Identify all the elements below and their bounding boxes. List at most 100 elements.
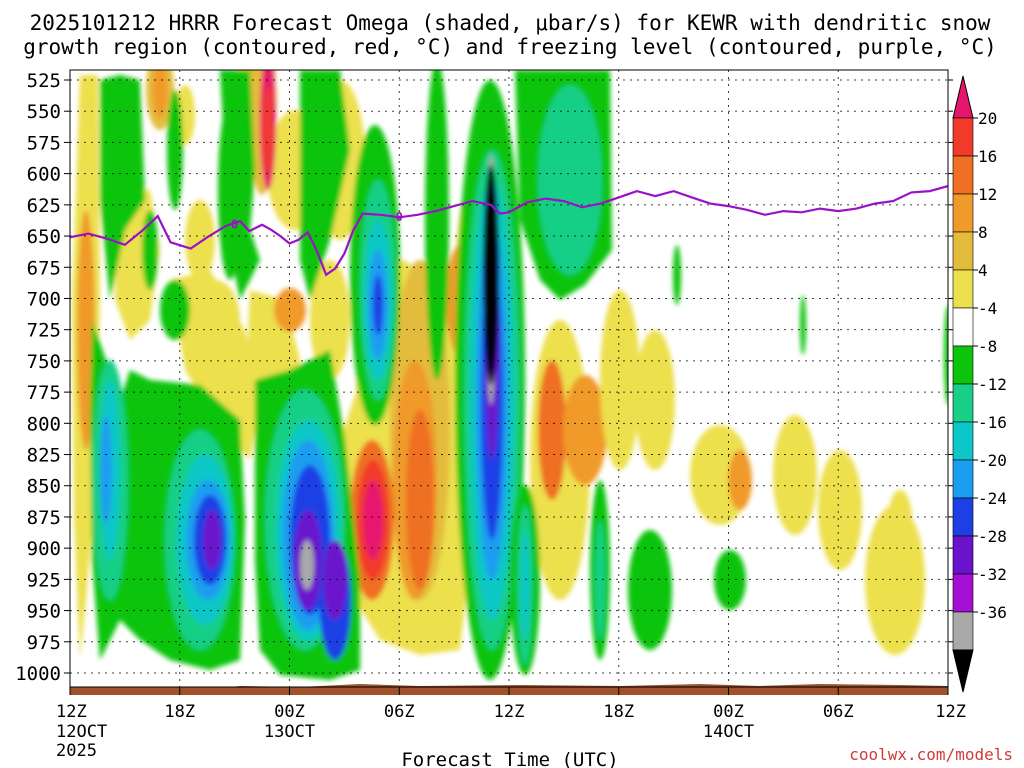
- colorbar-swatch: [952, 231, 974, 271]
- colorbar-label: -24: [978, 489, 1007, 508]
- colorbar-label: 8: [978, 223, 988, 242]
- omega-cell: [714, 550, 746, 610]
- chart-title-line1: 2025101212 HRRR Forecast Omega (shaded, …: [30, 11, 991, 35]
- freezing-level-label: 0: [396, 210, 403, 224]
- omega-cell: [185, 200, 215, 280]
- colorbar-label: -20: [978, 451, 1007, 470]
- colorbar-label: -8: [978, 337, 997, 356]
- omega-cell: [406, 410, 434, 590]
- colorbar-swatch: [952, 117, 974, 157]
- y-tick-label: 1000: [15, 663, 61, 685]
- colorbar-swatch: [952, 345, 974, 385]
- freezing-level-label: 0: [231, 218, 238, 232]
- y-tick-label: 575: [27, 132, 61, 154]
- omega-cell: [542, 100, 578, 220]
- y-tick-label: 750: [27, 351, 61, 373]
- x-tick-year: 2025: [56, 741, 97, 761]
- omega-cell: [363, 480, 383, 560]
- y-tick-label: 600: [27, 164, 61, 186]
- colorbar: 20 16 12 8 4 -4 -8 -12 -16 -20 -24 -28 -32 -36: [952, 75, 1007, 693]
- omega-cell: [160, 280, 190, 340]
- y-tick-label: 850: [27, 476, 61, 498]
- colorbar-swatch: [952, 269, 974, 309]
- omega-cell: [263, 85, 273, 175]
- x-tick-label: 18Z: [603, 702, 634, 722]
- y-tick-label: 975: [27, 632, 61, 654]
- x-tick-date: 13OCT: [264, 722, 315, 742]
- omega-cell: [483, 165, 499, 385]
- x-tick-label: 00Z: [274, 702, 305, 722]
- colorbar-swatch: [952, 459, 974, 499]
- omega-cell: [142, 210, 158, 290]
- y-tick-label: 700: [27, 288, 61, 310]
- freezing-level-line: [70, 185, 948, 277]
- colorbar-label: -36: [978, 603, 1007, 622]
- omega-cell: [153, 70, 167, 118]
- freezing-level-contour: 00: [70, 185, 948, 277]
- y-tick-label: 775: [27, 382, 61, 404]
- omega-cell: [220, 70, 260, 300]
- omega-cell: [203, 510, 221, 570]
- colorbar-label: -12: [978, 375, 1007, 394]
- x-tick-date: 14OCT: [703, 722, 754, 742]
- x-tick-date: 12OCT: [56, 722, 107, 742]
- omega-cell: [190, 280, 240, 360]
- colorbar-label: -4: [978, 299, 997, 318]
- colorbar-swatch: [952, 535, 974, 575]
- omega-cell: [323, 540, 347, 620]
- omega-cell: [100, 415, 112, 525]
- y-tick-label: 550: [27, 101, 61, 123]
- colorbar-label: -16: [978, 413, 1007, 432]
- omega-cell: [100, 75, 145, 300]
- omega-cell: [818, 450, 862, 570]
- omega-cell: [310, 260, 350, 380]
- y-tick-label: 950: [27, 601, 61, 623]
- y-tick-label: 925: [27, 569, 61, 591]
- colorbar-swatch: [952, 307, 974, 347]
- omega-cell: [800, 295, 806, 355]
- x-tick-label: 06Z: [384, 702, 415, 722]
- colorbar-label: -32: [978, 565, 1007, 584]
- omega-cell: [865, 505, 925, 655]
- colorbar-swatch: [952, 193, 974, 233]
- colorbar-swatch: [952, 383, 974, 423]
- omega-cell: [300, 540, 314, 590]
- colorbar-label: 12: [978, 185, 997, 204]
- omega-cell: [635, 330, 675, 470]
- colorbar-swatch: [952, 611, 974, 651]
- colorbar-label: 4: [978, 261, 988, 280]
- omega-cell: [595, 520, 605, 640]
- x-tick-label: 12Z: [935, 702, 966, 722]
- x-tick-label: 12Z: [56, 702, 87, 722]
- chart-title-line2: growth region (contoured, red, °C) and f…: [23, 35, 997, 59]
- x-tick-label: 06Z: [823, 702, 854, 722]
- colorbar-label: -28: [978, 527, 1007, 546]
- y-tick-label: 900: [27, 538, 61, 560]
- y-tick-label: 525: [27, 70, 61, 92]
- omega-shading: [72, 70, 948, 680]
- colorbar-top-arrow: [952, 75, 974, 119]
- omega-cell: [167, 90, 183, 210]
- y-tick-label: 650: [27, 226, 61, 248]
- y-tick-label: 875: [27, 507, 61, 529]
- colorbar-swatch: [952, 497, 974, 537]
- x-tick-label: 12Z: [494, 702, 525, 722]
- y-tick-label: 675: [27, 257, 61, 279]
- omega-cell: [888, 490, 912, 550]
- colorbar-bottom-arrow: [952, 649, 974, 693]
- colorbar-swatch: [952, 573, 974, 613]
- y-tick-label: 625: [27, 195, 61, 217]
- colorbar-label: 16: [978, 147, 997, 166]
- y-tick-label: 800: [27, 413, 61, 435]
- omega-cell: [538, 360, 566, 500]
- y-tick-label: 725: [27, 320, 61, 342]
- omega-cell: [521, 530, 529, 640]
- omega-cell: [773, 415, 817, 535]
- omega-cell: [628, 530, 672, 650]
- grid-lines: [70, 70, 948, 687]
- omega-cell: [728, 450, 752, 510]
- colorbar-swatch: [952, 421, 974, 461]
- y-axis: 525 550 575 600 625 650 675 700 725 750 775 800 825 8…: [15, 70, 953, 685]
